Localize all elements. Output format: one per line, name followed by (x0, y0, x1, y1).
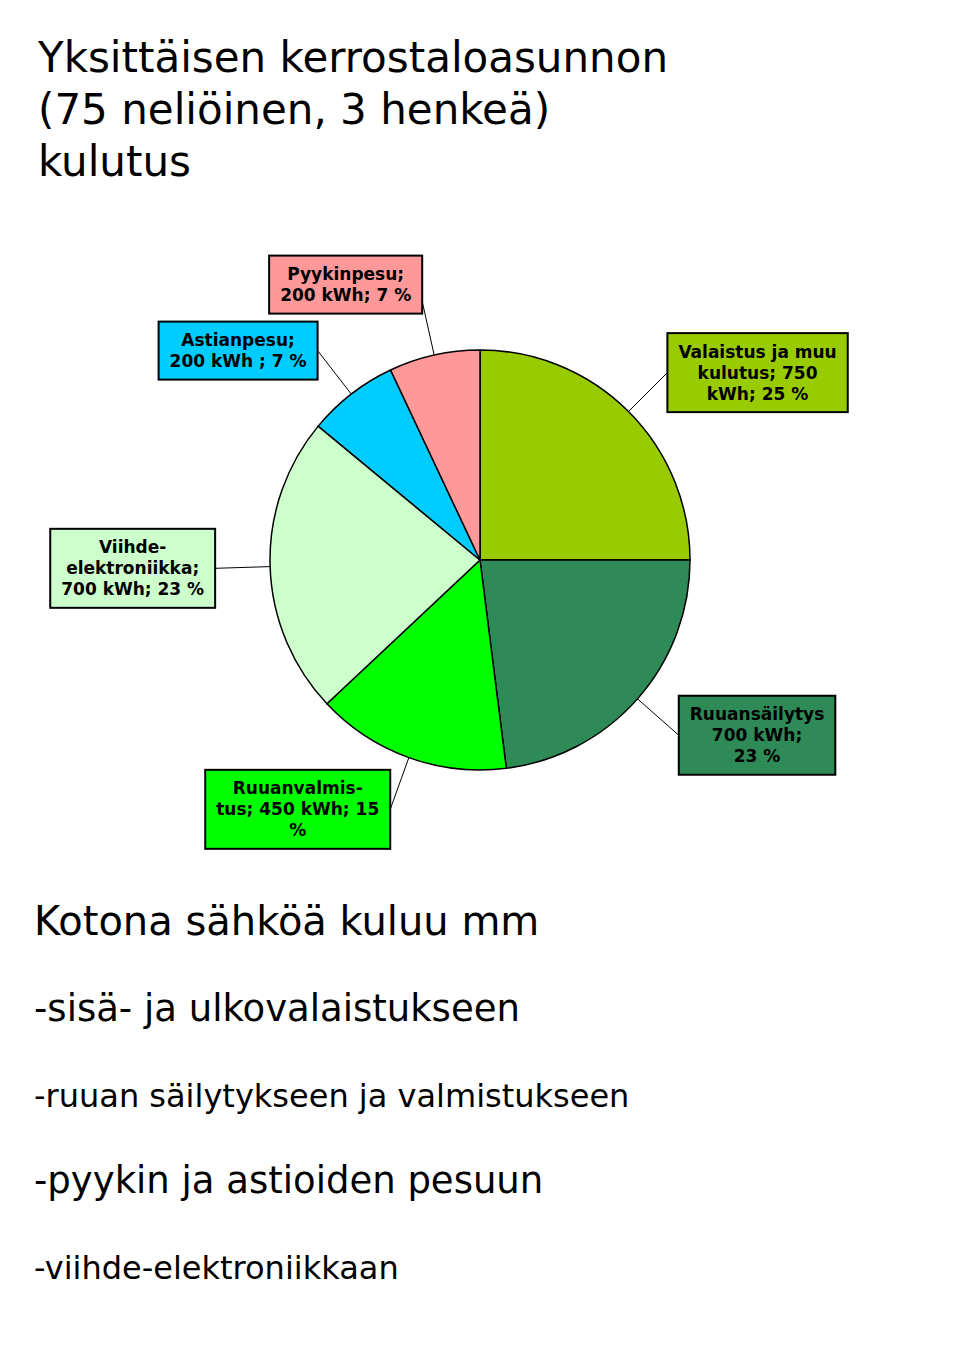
pie-slice (480, 350, 690, 560)
slice-label: Astianpesu;200 kWh ; 7 % (170, 330, 307, 371)
annotation: -sisä- ja ulkovalaistukseen (34, 987, 520, 1030)
annotation: -viihde-elektroniikkaan (34, 1249, 399, 1287)
leader-line (390, 758, 409, 810)
leader-line (638, 699, 679, 735)
annotation: Kotona sähköä kuluu mm (34, 898, 539, 944)
label-box (679, 696, 836, 775)
slice-labels: Valaistus ja muukulutus; 750kWh; 25 % Ruu… (50, 256, 848, 849)
label-box (50, 529, 215, 608)
slice-label: Ruuansäilytys700 kWh;23 % (690, 704, 825, 766)
slice-label-box: Ruuanvalmis-tus; 450 kWh; 15% (205, 770, 390, 849)
leader-line (422, 301, 434, 355)
slice-label: Ruuanvalmis-tus; 450 kWh; 15% (216, 778, 379, 840)
slice-label-box: Astianpesu;200 kWh ; 7 % (159, 322, 318, 380)
leader-line (628, 373, 667, 412)
slice-label: Viihde-elektroniikka;700 kWh; 23 % (61, 537, 204, 599)
label-box (159, 322, 318, 380)
annotation: -ruuan säilytykseen ja valmistukseen (34, 1077, 629, 1115)
slice-label-box: Valaistus ja muukulutus; 750kWh; 25 % (667, 333, 847, 412)
slice-label: Valaistus ja muukulutus; 750kWh; 25 % (678, 342, 836, 404)
label-box (205, 770, 390, 849)
leader-line (318, 351, 352, 394)
slice-label: Pyykinpesu;200 kWh; 7 % (280, 264, 411, 305)
chart: Yksittäisen kerrostaloasunnon(75 neliöin… (0, 0, 960, 1347)
label-box (269, 256, 422, 314)
slice-label-box: Ruuansäilytys700 kWh;23 % (679, 696, 836, 775)
pie (270, 350, 690, 770)
pie-slice (391, 350, 480, 560)
slice-label-box: Viihde-elektroniikka;700 kWh; 23 % (50, 529, 215, 608)
pie-slice (480, 560, 690, 768)
slice-label-box: Pyykinpesu;200 kWh; 7 % (269, 256, 422, 314)
label-box (667, 333, 847, 412)
title: Yksittäisen kerrostaloasunnon(75 neliöin… (37, 33, 668, 186)
background (0, 0, 960, 1347)
leader-line (215, 567, 270, 569)
annotation: -pyykin ja astioiden pesuun (34, 1159, 543, 1202)
